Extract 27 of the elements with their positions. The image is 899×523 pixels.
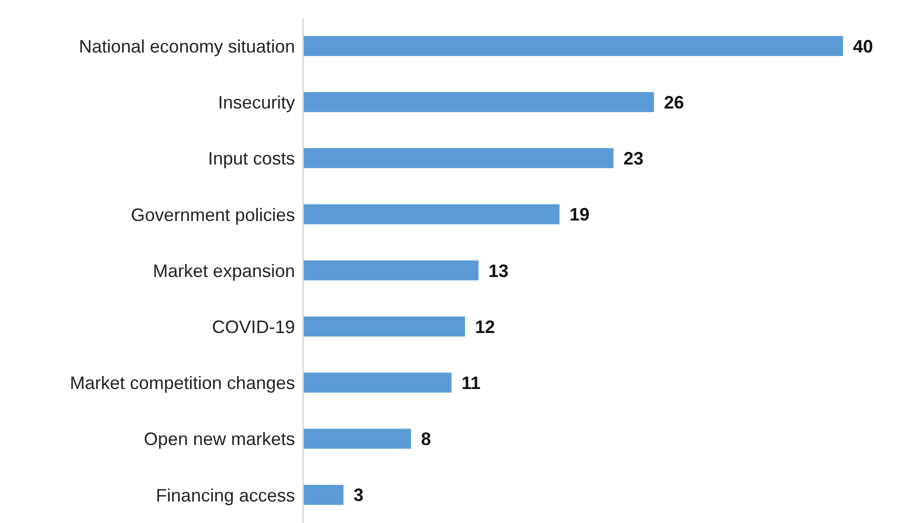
data-label: 26 xyxy=(664,92,684,112)
y-tick-label: Open new markets xyxy=(144,429,295,450)
y-tick-label: COVID-19 xyxy=(212,317,295,337)
data-label: 40 xyxy=(853,36,874,56)
bar xyxy=(303,372,452,393)
bar xyxy=(303,36,843,56)
data-label: 11 xyxy=(462,373,481,394)
y-tick-label: Financing access xyxy=(156,485,295,506)
data-label: 3 xyxy=(354,485,364,506)
data-label: 13 xyxy=(488,260,509,281)
bar xyxy=(303,204,560,224)
data-label: 12 xyxy=(475,316,496,337)
bar xyxy=(303,92,654,112)
data-label: 8 xyxy=(421,429,432,450)
y-tick-label: Government policies xyxy=(130,204,295,225)
data-label: 23 xyxy=(624,148,644,169)
bar xyxy=(303,428,411,449)
bar xyxy=(303,484,344,505)
y-tick-label: Market competition changes xyxy=(70,373,295,394)
y-tick-label: Insecurity xyxy=(218,92,295,113)
y-tick-label: Input costs xyxy=(208,148,295,169)
bar xyxy=(303,260,478,280)
bar xyxy=(303,148,614,168)
y-tick-label: Market expansion xyxy=(152,260,295,281)
y-tick-label: National economy situation xyxy=(78,36,295,56)
bar xyxy=(303,316,465,337)
data-label: 19 xyxy=(570,204,590,225)
